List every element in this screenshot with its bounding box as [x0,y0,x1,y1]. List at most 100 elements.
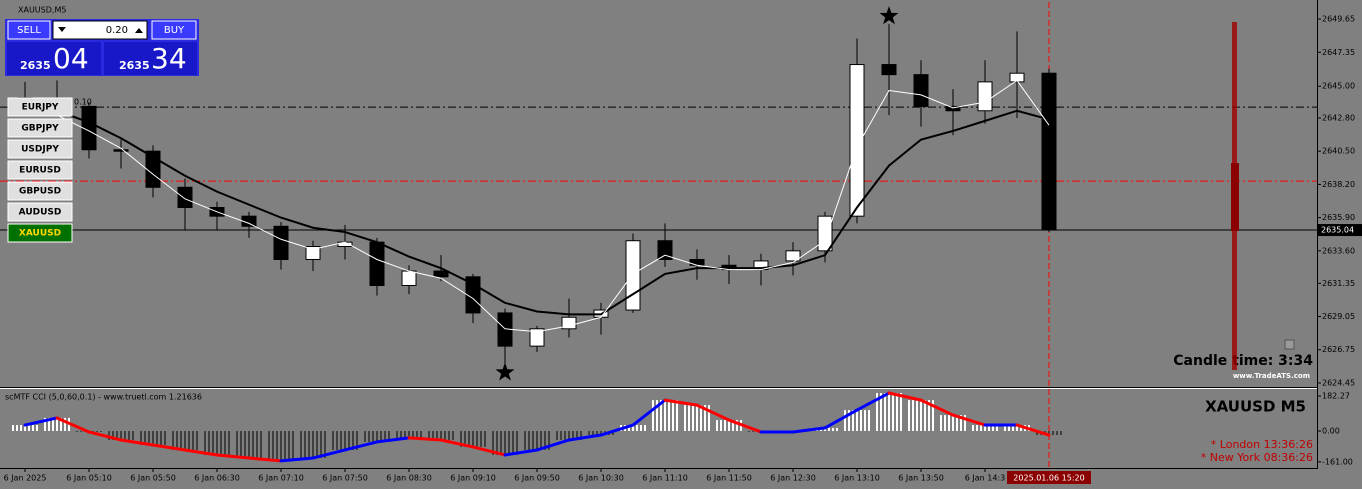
cci-histogram [100,430,102,432]
cci-histogram [36,425,38,431]
cci-histogram [152,430,154,445]
timer-block [1231,163,1239,231]
candle-time: Candle time: 3:34 [1173,353,1313,369]
cci-histogram [852,410,854,431]
cci-histogram [492,430,494,455]
cci-histogram [724,420,726,431]
cci-histogram [660,400,662,431]
symbol-button[interactable] [7,139,73,159]
cci-histogram [576,430,578,441]
bid-box[interactable] [7,42,101,75]
cci-histogram [420,430,422,438]
buy-button[interactable] [151,20,197,40]
cci-histogram [472,430,474,447]
cci-histogram [508,430,510,455]
checkbox[interactable] [1284,339,1295,350]
symbol-button[interactable] [7,118,73,138]
candle-body [177,186,193,209]
cci-histogram [228,430,230,455]
cci-histogram [12,425,14,431]
cci-histogram [752,430,754,432]
symbol-button[interactable] [7,181,73,201]
cci-histogram [540,430,542,450]
cci-histogram [256,430,258,459]
lot-input[interactable] [52,20,148,40]
cci-histogram [372,430,374,442]
cci-histogram [268,430,270,461]
symbol-button[interactable] [7,97,73,117]
moving-average [24,79,1050,333]
cci-histogram [732,420,734,431]
y-tick-label: 2633.60 [1322,246,1355,255]
y-tick-label: 2640.50 [1322,147,1355,156]
y-tick-label: 0.00 [1322,426,1340,435]
cci-histogram [284,430,286,461]
cci-line [1015,423,1051,437]
lot-up[interactable] [135,28,143,33]
cci-line [439,438,475,449]
cci-histogram [124,430,126,441]
cci-histogram [400,430,402,438]
sell-button[interactable] [7,20,51,40]
y-tick-label: 2647.35 [1322,48,1355,57]
cci-histogram [352,430,354,450]
cci-histogram [512,430,514,455]
cci-histogram [948,415,950,431]
cci-histogram [924,400,926,431]
symbol-button[interactable] [7,202,73,222]
cci-line [887,391,923,402]
candle-body [1009,72,1025,83]
cci-histogram [244,430,246,459]
x-tick-label: 6 Jan 07:10 [258,474,304,483]
cci-histogram [832,427,834,431]
cci-histogram [480,430,482,447]
y-tick-label: 2626.75 [1322,345,1355,354]
cci-histogram [1060,430,1062,436]
cci-line [727,418,763,434]
cci-histogram [748,430,750,432]
ask-big: 2635 [119,59,150,72]
cci-histogram [128,430,130,441]
cci-histogram [28,425,30,431]
cci-histogram [504,430,506,455]
cci-line [695,403,731,422]
cci-histogram [24,425,26,431]
cci-histogram [952,415,954,431]
cci-histogram [132,430,134,441]
cci-histogram [564,430,566,441]
cci-histogram [272,430,274,461]
cci-histogram [656,400,658,431]
cci-histogram [188,430,190,450]
cci-histogram [860,410,862,431]
cci-histogram [884,393,886,431]
cci-histogram [408,430,410,438]
cci-histogram [144,430,146,445]
cci-histogram [220,430,222,455]
cci-histogram [308,430,310,459]
cci-histogram [1020,425,1022,431]
candle-body [657,240,673,260]
cci-line [567,433,603,442]
symbol-button[interactable] [7,160,73,180]
cci-histogram [140,430,142,445]
cci-histogram [824,427,826,431]
indicator-title: scMTF CCI (5,0,60,0.1) - www.truetl.com … [5,393,202,402]
symbol-button[interactable] [7,223,73,243]
cci-histogram [120,430,122,441]
x-tick-label: 6 Jan 13:50 [898,474,944,483]
price-tag-label: 2635.04 [1321,226,1354,235]
cci-histogram [80,430,82,432]
cci-histogram [932,400,934,431]
cci-histogram [496,430,498,455]
cci-histogram [600,430,602,436]
cci-histogram [192,430,194,450]
cci-line [919,398,955,417]
cci-histogram [876,393,878,431]
candle-body [817,215,833,252]
cci-histogram [672,400,674,431]
lot-down[interactable] [58,27,66,32]
ask-box[interactable] [104,42,197,75]
moving-average [24,99,1050,316]
candle-body [401,270,417,286]
